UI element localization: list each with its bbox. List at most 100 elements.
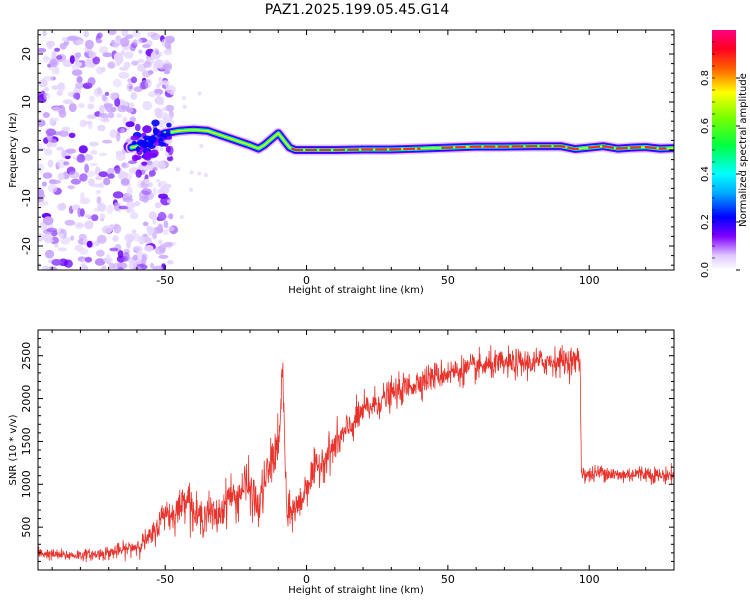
noise-blob [97, 124, 106, 132]
noise-blob [134, 201, 141, 207]
noise-blob [132, 30, 141, 38]
noise-blob [162, 63, 171, 69]
noise-blob [44, 148, 53, 156]
noise-blob [68, 171, 80, 179]
noise-blob [126, 208, 131, 214]
noise-blob [122, 116, 128, 124]
noise-blob [102, 139, 113, 144]
noise-blob [84, 214, 91, 219]
noise-blob [153, 59, 164, 69]
noise-blob [44, 238, 54, 244]
noise-blob [98, 112, 104, 122]
spectrogram-ticks: -50 0 50 100 -20 -10 0 10 20 [20, 30, 675, 287]
noise-blob [189, 187, 194, 192]
noise-blob [116, 113, 122, 119]
colorbar-tick-label: 0.6 [700, 118, 711, 134]
noise-blob [109, 106, 117, 113]
noise-blob [132, 245, 143, 253]
noise-blob [126, 107, 134, 113]
noise-blob [152, 167, 158, 171]
noise-blob [121, 162, 129, 169]
noise-blob [150, 33, 161, 41]
ridge-blob [130, 135, 140, 141]
ridge-blob [151, 119, 160, 127]
noise-blob [141, 255, 147, 265]
snr-xlabel: Height of straight line (km) [288, 585, 424, 596]
noise-blob [99, 213, 106, 220]
noise-blob [139, 81, 149, 90]
colorbar: 0.0 0.2 0.4 0.6 0.8 Normalized spectral ampl… [700, 30, 749, 278]
noise-blob [62, 99, 74, 105]
noise-blob [129, 116, 136, 123]
noise-blob [51, 117, 60, 122]
y-tick-label: 2500 [20, 342, 33, 370]
noise-blob [103, 177, 111, 186]
noise-blob [38, 47, 47, 53]
noise-blob [182, 104, 187, 109]
noise-blob [179, 215, 184, 219]
ridge-blob [149, 149, 159, 158]
x-tick-label: 50 [441, 274, 455, 287]
noise-blob [84, 256, 93, 263]
noise-blob [102, 52, 112, 58]
noise-blob [163, 116, 168, 121]
noise-blob [116, 255, 125, 263]
ridge-hot [469, 145, 579, 151]
noise-blob [99, 46, 109, 54]
noise-blob [38, 119, 46, 127]
colorbar-label: Normalized spectral amplitude [738, 73, 749, 227]
ridge-hot [441, 145, 466, 149]
noise-blob [105, 253, 111, 262]
noise-blob [87, 77, 96, 86]
ridge-blob [158, 133, 168, 138]
noise-blob [126, 240, 131, 249]
noise-blob [137, 58, 145, 64]
noise-blob [131, 60, 139, 66]
noise-blob [107, 173, 115, 179]
noise-blob [75, 82, 85, 89]
noise-blob [94, 258, 106, 266]
y-tick-label: 10 [20, 95, 33, 109]
noise-blob [142, 100, 152, 111]
noise-blob [101, 265, 107, 270]
noise-blob [51, 50, 57, 60]
noise-blob [142, 236, 153, 245]
noise-blob [144, 245, 154, 252]
noise-blob [164, 40, 172, 49]
noise-blob [98, 171, 109, 178]
noise-blob [154, 202, 162, 209]
y-tick-label: 1000 [20, 470, 33, 498]
noise-blob [152, 47, 160, 55]
ridge-blob [165, 145, 171, 153]
y-tick-label: -10 [20, 189, 33, 207]
noise-blob [61, 126, 71, 132]
noise-blob [56, 159, 67, 169]
snr-ylabel: SNR (10 * v/v) [8, 414, 19, 485]
snr-ticks: -50 0 50 100 500 1000 1500 2000 2500 [20, 330, 675, 586]
noise-blob [63, 161, 70, 166]
y-tick-label: -20 [20, 237, 33, 255]
noise-blob [126, 186, 133, 197]
noise-blob [104, 91, 110, 96]
noise-blob [118, 205, 129, 210]
spectrogram-ridge [125, 119, 674, 166]
noise-blob [101, 118, 110, 123]
colorbar-tick-label: 0.2 [700, 214, 711, 230]
x-tick-label: 50 [441, 573, 455, 586]
noise-blob [64, 219, 76, 226]
noise-blob [124, 233, 135, 242]
noise-blob [101, 94, 107, 102]
noise-blob [59, 42, 67, 50]
y-tick-label: 500 [20, 517, 33, 538]
noise-blob [158, 193, 168, 199]
ridge-hot [644, 146, 667, 150]
noise-blob [162, 229, 169, 236]
noise-blob [143, 61, 152, 68]
noise-blob [112, 78, 122, 88]
noise-blob [93, 87, 103, 97]
noise-blob [58, 233, 64, 239]
noise-blob [46, 227, 58, 233]
noise-blob [80, 192, 85, 200]
noise-blob [70, 178, 81, 185]
noise-blob [163, 48, 173, 56]
